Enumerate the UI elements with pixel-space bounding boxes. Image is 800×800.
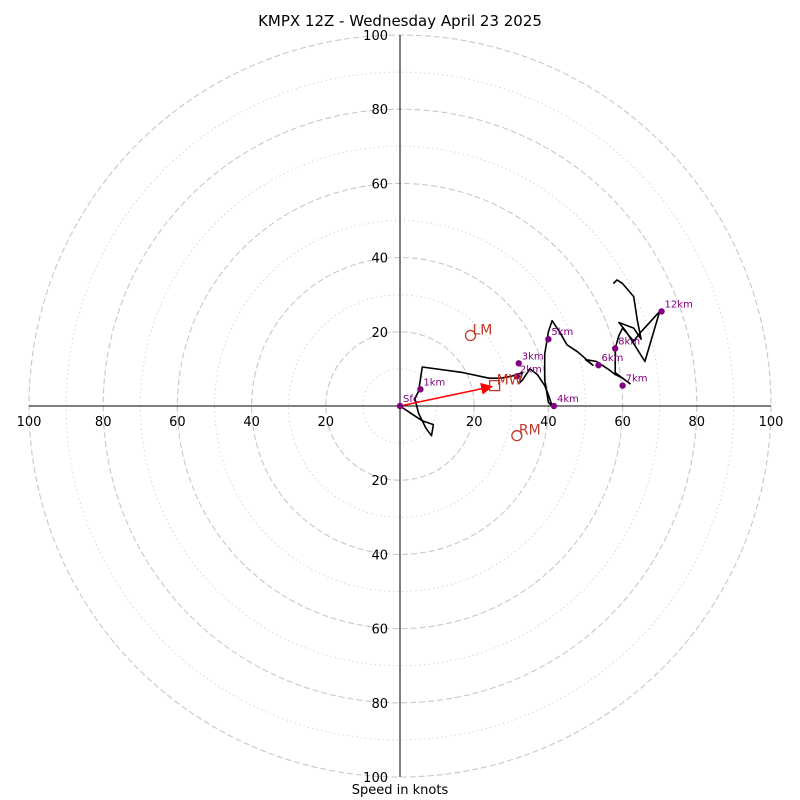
height-label-12km: 12km: [665, 299, 693, 310]
storm-motion-marker-LM: [464, 329, 477, 342]
height-label-8km: 8km: [618, 336, 640, 347]
tick-label-up-60: 60: [371, 177, 388, 192]
tick-label-left-100: 100: [17, 415, 42, 430]
height-label-1km: 1km: [423, 377, 445, 388]
height-point-1km: [417, 386, 424, 393]
height-point-12km: [658, 308, 665, 315]
height-label-Sfc: Sfc: [403, 394, 418, 405]
tick-label-right-60: 60: [614, 415, 631, 430]
tick-label-down-60: 60: [371, 623, 388, 638]
height-point-4km: [550, 402, 558, 410]
height-label-7km: 7km: [626, 374, 648, 385]
x-axis-label: Speed in knots: [351, 783, 449, 798]
tick-label-right-40: 40: [540, 415, 557, 430]
tick-label-down-40: 40: [371, 548, 388, 563]
height-point-7km: [619, 382, 626, 389]
storm-motion-label-LM: LM: [472, 323, 492, 339]
chart-title: KMPX 12Z - Wednesday April 23 2025: [258, 12, 542, 30]
height-point-6km: [595, 361, 602, 369]
tick-label-right-20: 20: [466, 415, 483, 430]
height-point-2km: [513, 373, 521, 380]
storm-motion-marker-MW: [488, 379, 501, 392]
height-label-5km: 5km: [551, 327, 573, 338]
storm-motion-marker-RM: [511, 430, 523, 442]
tick-label-left-80: 80: [95, 415, 112, 430]
tick-label-up-80: 80: [371, 103, 388, 118]
tick-label-left-40: 40: [243, 415, 260, 430]
tick-label-up-20: 20: [371, 326, 388, 341]
storm-motion-label-RM: RM: [519, 423, 541, 439]
height-label-2km: 2km: [520, 364, 542, 375]
storm-motion-label-MW: MW: [497, 373, 523, 389]
tick-label-down-20: 20: [371, 474, 388, 489]
height-label-6km: 6km: [601, 353, 623, 364]
height-point-8km: [611, 345, 619, 352]
mean-wind-vector: [399, 382, 494, 407]
tick-label-right-80: 80: [689, 415, 706, 430]
tick-label-left-20: 20: [318, 415, 335, 430]
tick-label-up-40: 40: [371, 252, 388, 267]
tick-label-up-100: 100: [363, 29, 388, 44]
height-point-3km: [515, 360, 522, 367]
tick-label-left-60: 60: [169, 415, 186, 430]
tick-label-down-100: 100: [363, 771, 388, 786]
height-point-5km: [545, 336, 552, 343]
height-label-3km: 3km: [522, 351, 544, 362]
tick-label-right-100: 100: [759, 415, 784, 430]
tick-label-down-80: 80: [371, 697, 388, 712]
height-label-4km: 4km: [557, 394, 579, 405]
hodograph-trace: [399, 279, 661, 437]
height-point-Sfc: [396, 402, 404, 410]
